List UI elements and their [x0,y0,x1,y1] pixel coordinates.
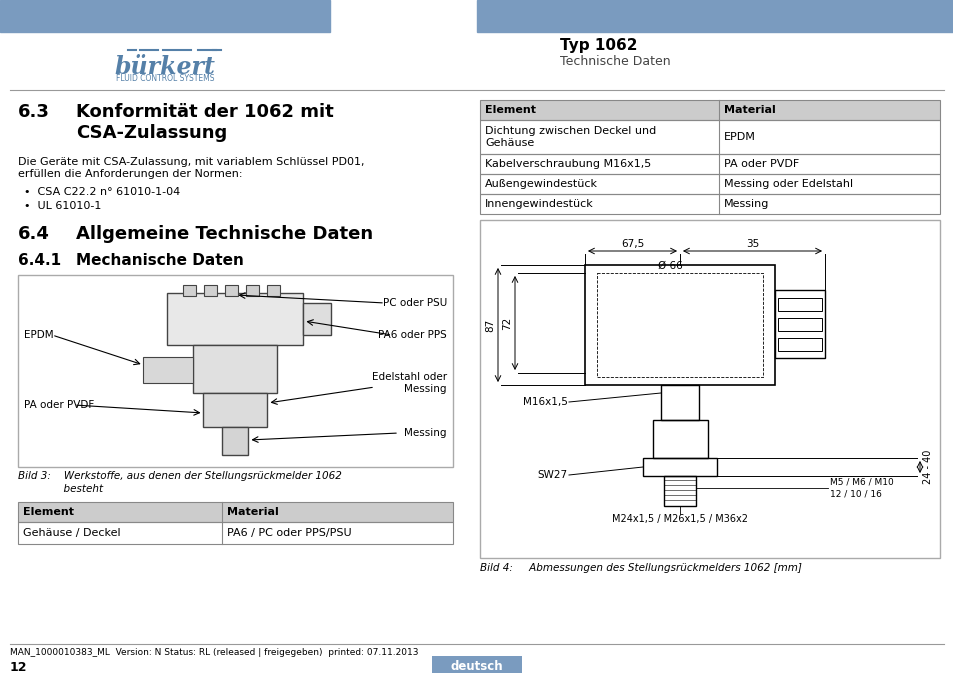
Text: Konformität der 1062 mit
CSA-Zulassung: Konformität der 1062 mit CSA-Zulassung [76,103,334,142]
Bar [18,502,453,522]
Text: 6.4: 6.4 [18,225,50,243]
Text: •  UL 61010-1: • UL 61010-1 [24,201,101,211]
Bar [476,0,953,32]
Text: 87: 87 [484,318,495,332]
Text: besteht: besteht [18,484,103,494]
Bar [303,303,331,335]
Bar [778,338,821,351]
Bar [193,345,277,393]
Bar [663,476,696,506]
Text: EPDM: EPDM [24,330,53,340]
Bar [774,290,824,358]
Text: PA oder PVDF: PA oder PVDF [24,400,94,410]
Text: Element: Element [484,105,536,115]
Bar [479,120,939,154]
Bar [183,285,196,296]
Bar [597,273,762,377]
Text: 12 / 10 / 16: 12 / 10 / 16 [829,489,881,499]
Text: Allgemeine Technische Daten: Allgemeine Technische Daten [76,225,373,243]
Text: Ø 66: Ø 66 [657,261,681,271]
Text: 12: 12 [10,661,28,673]
Bar [225,285,238,296]
Text: Gehäuse / Deckel: Gehäuse / Deckel [23,528,120,538]
Text: 6.3: 6.3 [18,103,50,121]
Text: M16x1,5: M16x1,5 [522,397,567,407]
Bar [18,275,453,467]
Text: 35: 35 [745,239,759,249]
Text: Technische Daten: Technische Daten [559,55,670,68]
Bar [267,285,280,296]
Text: FLUID CONTROL SYSTEMS: FLUID CONTROL SYSTEMS [115,74,214,83]
Bar [584,265,774,385]
Bar [246,285,259,296]
Text: SW27: SW27 [537,470,567,480]
Bar [143,357,193,383]
Bar [479,154,939,174]
Text: Typ 1062: Typ 1062 [559,38,637,53]
Text: Außengewindestück: Außengewindestück [484,179,598,189]
Text: Edelstahl oder
Messing: Edelstahl oder Messing [372,371,447,394]
Text: PA oder PVDF: PA oder PVDF [723,159,799,169]
Text: bürkert: bürkert [114,55,215,79]
Text: M5 / M6 / M10: M5 / M6 / M10 [829,478,893,487]
Text: Innengewindestück: Innengewindestück [484,199,593,209]
Text: MAN_1000010383_ML  Version: N Status: RL (released | freigegeben)  printed: 07.1: MAN_1000010383_ML Version: N Status: RL … [10,648,418,657]
Bar [479,100,939,120]
Bar [642,458,717,476]
Bar [660,385,699,420]
Text: Dichtung zwischen Deckel und: Dichtung zwischen Deckel und [484,126,656,136]
Text: Mechanische Daten: Mechanische Daten [76,253,244,268]
Text: PC oder PSU: PC oder PSU [382,298,447,308]
Text: Kabelverschraubung M16x1,5: Kabelverschraubung M16x1,5 [484,159,651,169]
Bar [778,298,821,311]
Text: Messing: Messing [723,199,769,209]
Bar [168,293,303,345]
Bar [432,656,521,673]
Bar [652,420,707,458]
Text: Element: Element [23,507,74,517]
Text: Messing oder Edelstahl: Messing oder Edelstahl [723,179,852,189]
Text: 72: 72 [501,316,512,330]
Text: Material: Material [227,507,279,517]
Bar [203,393,267,427]
Bar [479,220,939,558]
Bar [222,427,248,455]
Bar [0,0,330,32]
Text: 24 - 40: 24 - 40 [923,450,932,484]
Bar [479,194,939,214]
Text: 6.4.1: 6.4.1 [18,253,61,268]
Text: •  CSA C22.2 n° 61010-1-04: • CSA C22.2 n° 61010-1-04 [24,187,180,197]
Text: deutsch: deutsch [450,660,503,672]
Bar [204,285,217,296]
Text: M24x1,5 / M26x1,5 / M36x2: M24x1,5 / M26x1,5 / M36x2 [612,514,747,524]
Text: PA6 / PC oder PPS/PSU: PA6 / PC oder PPS/PSU [227,528,352,538]
Bar [778,318,821,331]
Text: Die Geräte mit CSA-Zulassung, mit variablem Schlüssel PD01,
erfüllen die Anforde: Die Geräte mit CSA-Zulassung, mit variab… [18,157,364,178]
Text: 67,5: 67,5 [620,239,643,249]
Text: Material: Material [723,105,775,115]
Text: EPDM: EPDM [723,132,756,142]
Text: Messing: Messing [404,428,447,438]
Bar [479,174,939,194]
Text: Bild 3:    Werkstoffe, aus denen der Stellungsrückmelder 1062: Bild 3: Werkstoffe, aus denen der Stellu… [18,471,341,481]
Text: Bild 4:     Abmessungen des Stellungsrückmelders 1062 [mm]: Bild 4: Abmessungen des Stellungsrückmel… [479,563,801,573]
Text: PA6 oder PPS: PA6 oder PPS [377,330,447,340]
Bar [18,522,453,544]
Text: Gehäuse: Gehäuse [484,138,534,148]
